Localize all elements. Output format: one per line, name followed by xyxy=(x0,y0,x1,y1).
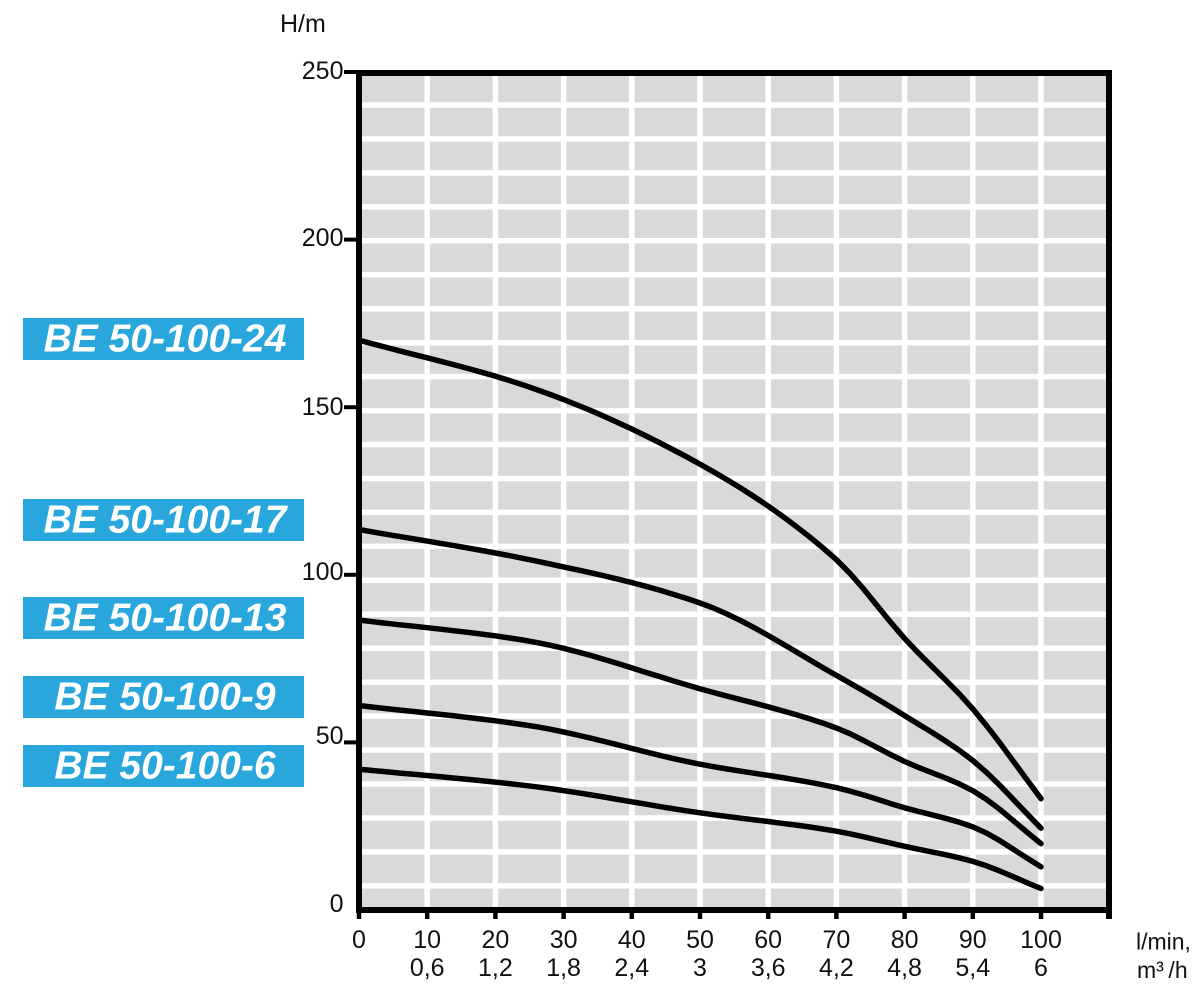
svg-text:0: 0 xyxy=(352,926,366,954)
svg-text:10: 10 xyxy=(413,926,441,954)
svg-text:l/min,: l/min, xyxy=(1136,929,1191,955)
svg-text:70: 70 xyxy=(822,926,850,954)
svg-text:4,2: 4,2 xyxy=(819,954,854,982)
svg-text:2,4: 2,4 xyxy=(614,954,649,982)
svg-text:250: 250 xyxy=(302,57,344,85)
svg-text:90: 90 xyxy=(959,926,987,954)
svg-text:200: 200 xyxy=(302,224,344,252)
svg-text:100: 100 xyxy=(1020,926,1062,954)
svg-text:BE 50-100-13: BE 50-100-13 xyxy=(44,597,287,640)
svg-text:3,6: 3,6 xyxy=(751,954,786,982)
svg-text:150: 150 xyxy=(302,393,344,421)
svg-text:80: 80 xyxy=(891,926,919,954)
svg-text:5,4: 5,4 xyxy=(955,954,990,982)
svg-text:BE 50-100-17: BE 50-100-17 xyxy=(44,499,289,542)
svg-text:50: 50 xyxy=(316,722,344,750)
svg-text:m³ /h: m³ /h xyxy=(1137,957,1188,983)
svg-text:0,6: 0,6 xyxy=(410,954,445,982)
svg-text:30: 30 xyxy=(550,926,578,954)
svg-text:BE 50-100-24: BE 50-100-24 xyxy=(44,318,287,361)
svg-text:BE 50-100-9: BE 50-100-9 xyxy=(54,676,275,719)
svg-text:40: 40 xyxy=(618,926,646,954)
svg-text:1,2: 1,2 xyxy=(478,954,513,982)
svg-text:H/m: H/m xyxy=(280,10,326,38)
svg-text:4,8: 4,8 xyxy=(887,954,922,982)
svg-text:BE 50-100-6: BE 50-100-6 xyxy=(54,745,275,788)
svg-text:3: 3 xyxy=(693,954,707,982)
svg-text:6: 6 xyxy=(1034,954,1048,982)
svg-text:60: 60 xyxy=(754,926,782,954)
svg-text:50: 50 xyxy=(686,926,714,954)
svg-text:20: 20 xyxy=(481,926,509,954)
svg-text:100: 100 xyxy=(302,558,344,586)
svg-text:1,8: 1,8 xyxy=(546,954,581,982)
svg-text:0: 0 xyxy=(330,890,344,918)
